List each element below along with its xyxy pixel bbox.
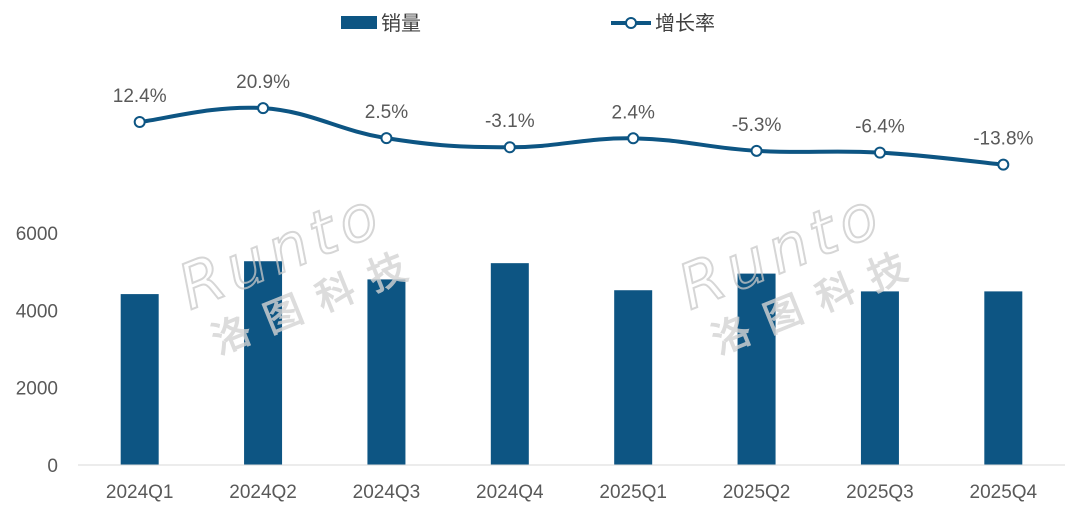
growth-data-label: -3.1%	[485, 111, 535, 132]
sales-bar	[984, 291, 1023, 465]
growth-marker	[627, 132, 640, 145]
growth-marker	[133, 116, 146, 129]
legend-bar-swatch	[341, 16, 377, 29]
sales-bar	[490, 263, 529, 465]
growth-marker	[257, 102, 270, 115]
y-tick-label: 4000	[16, 301, 58, 322]
legend-line-marker	[625, 17, 637, 29]
growth-line-series	[133, 102, 1010, 171]
y-tick-label: 2000	[16, 379, 58, 400]
growth-data-label: -13.8%	[973, 129, 1033, 150]
growth-data-label: 20.9%	[236, 72, 290, 93]
sales-bar	[244, 261, 283, 465]
y-axis-ticks: 0 2000 4000 6000	[16, 224, 58, 477]
x-tick-label: 2024Q4	[476, 482, 544, 503]
growth-marker	[503, 141, 516, 154]
sales-bar	[120, 294, 159, 465]
x-tick-label: 2024Q1	[106, 482, 174, 503]
growth-data-labels: 12.4% 20.9% 2.5% -3.1% 2.4% -5.3% -6.4% -13.8%	[113, 72, 1034, 150]
x-axis-ticks: 2024Q1 2024Q2 2024Q3 2024Q4 2025Q1 2025Q2 2025…	[106, 482, 1038, 503]
growth-data-label: -5.3%	[732, 115, 782, 136]
x-tick-label: 2024Q3	[353, 482, 421, 503]
legend: 销量 增长率	[341, 11, 715, 35]
y-tick-label: 6000	[16, 224, 58, 245]
growth-data-label: -6.4%	[855, 117, 905, 138]
sales-bar	[367, 279, 406, 465]
x-tick-label: 2025Q2	[723, 482, 791, 503]
x-tick-label: 2024Q2	[229, 482, 297, 503]
growth-data-label: 2.4%	[612, 102, 655, 123]
growth-line	[139, 105, 1004, 167]
sales-bar	[614, 290, 653, 465]
growth-data-label: 12.4%	[113, 86, 167, 107]
bar-series	[120, 261, 1023, 465]
growth-data-label: 2.5%	[365, 102, 408, 123]
x-tick-label: 2025Q1	[599, 482, 667, 503]
growth-marker	[750, 144, 763, 157]
growth-marker	[380, 132, 393, 145]
growth-marker	[997, 158, 1010, 171]
x-tick-label: 2025Q4	[970, 482, 1038, 503]
y-tick-label: 0	[47, 456, 58, 477]
legend-bar-label: 销量	[381, 11, 421, 35]
x-tick-label: 2025Q3	[846, 482, 914, 503]
growth-marker	[873, 146, 886, 159]
sales-bar	[860, 291, 899, 465]
sales-bar	[737, 273, 776, 465]
legend-line-label: 增长率	[655, 11, 715, 35]
